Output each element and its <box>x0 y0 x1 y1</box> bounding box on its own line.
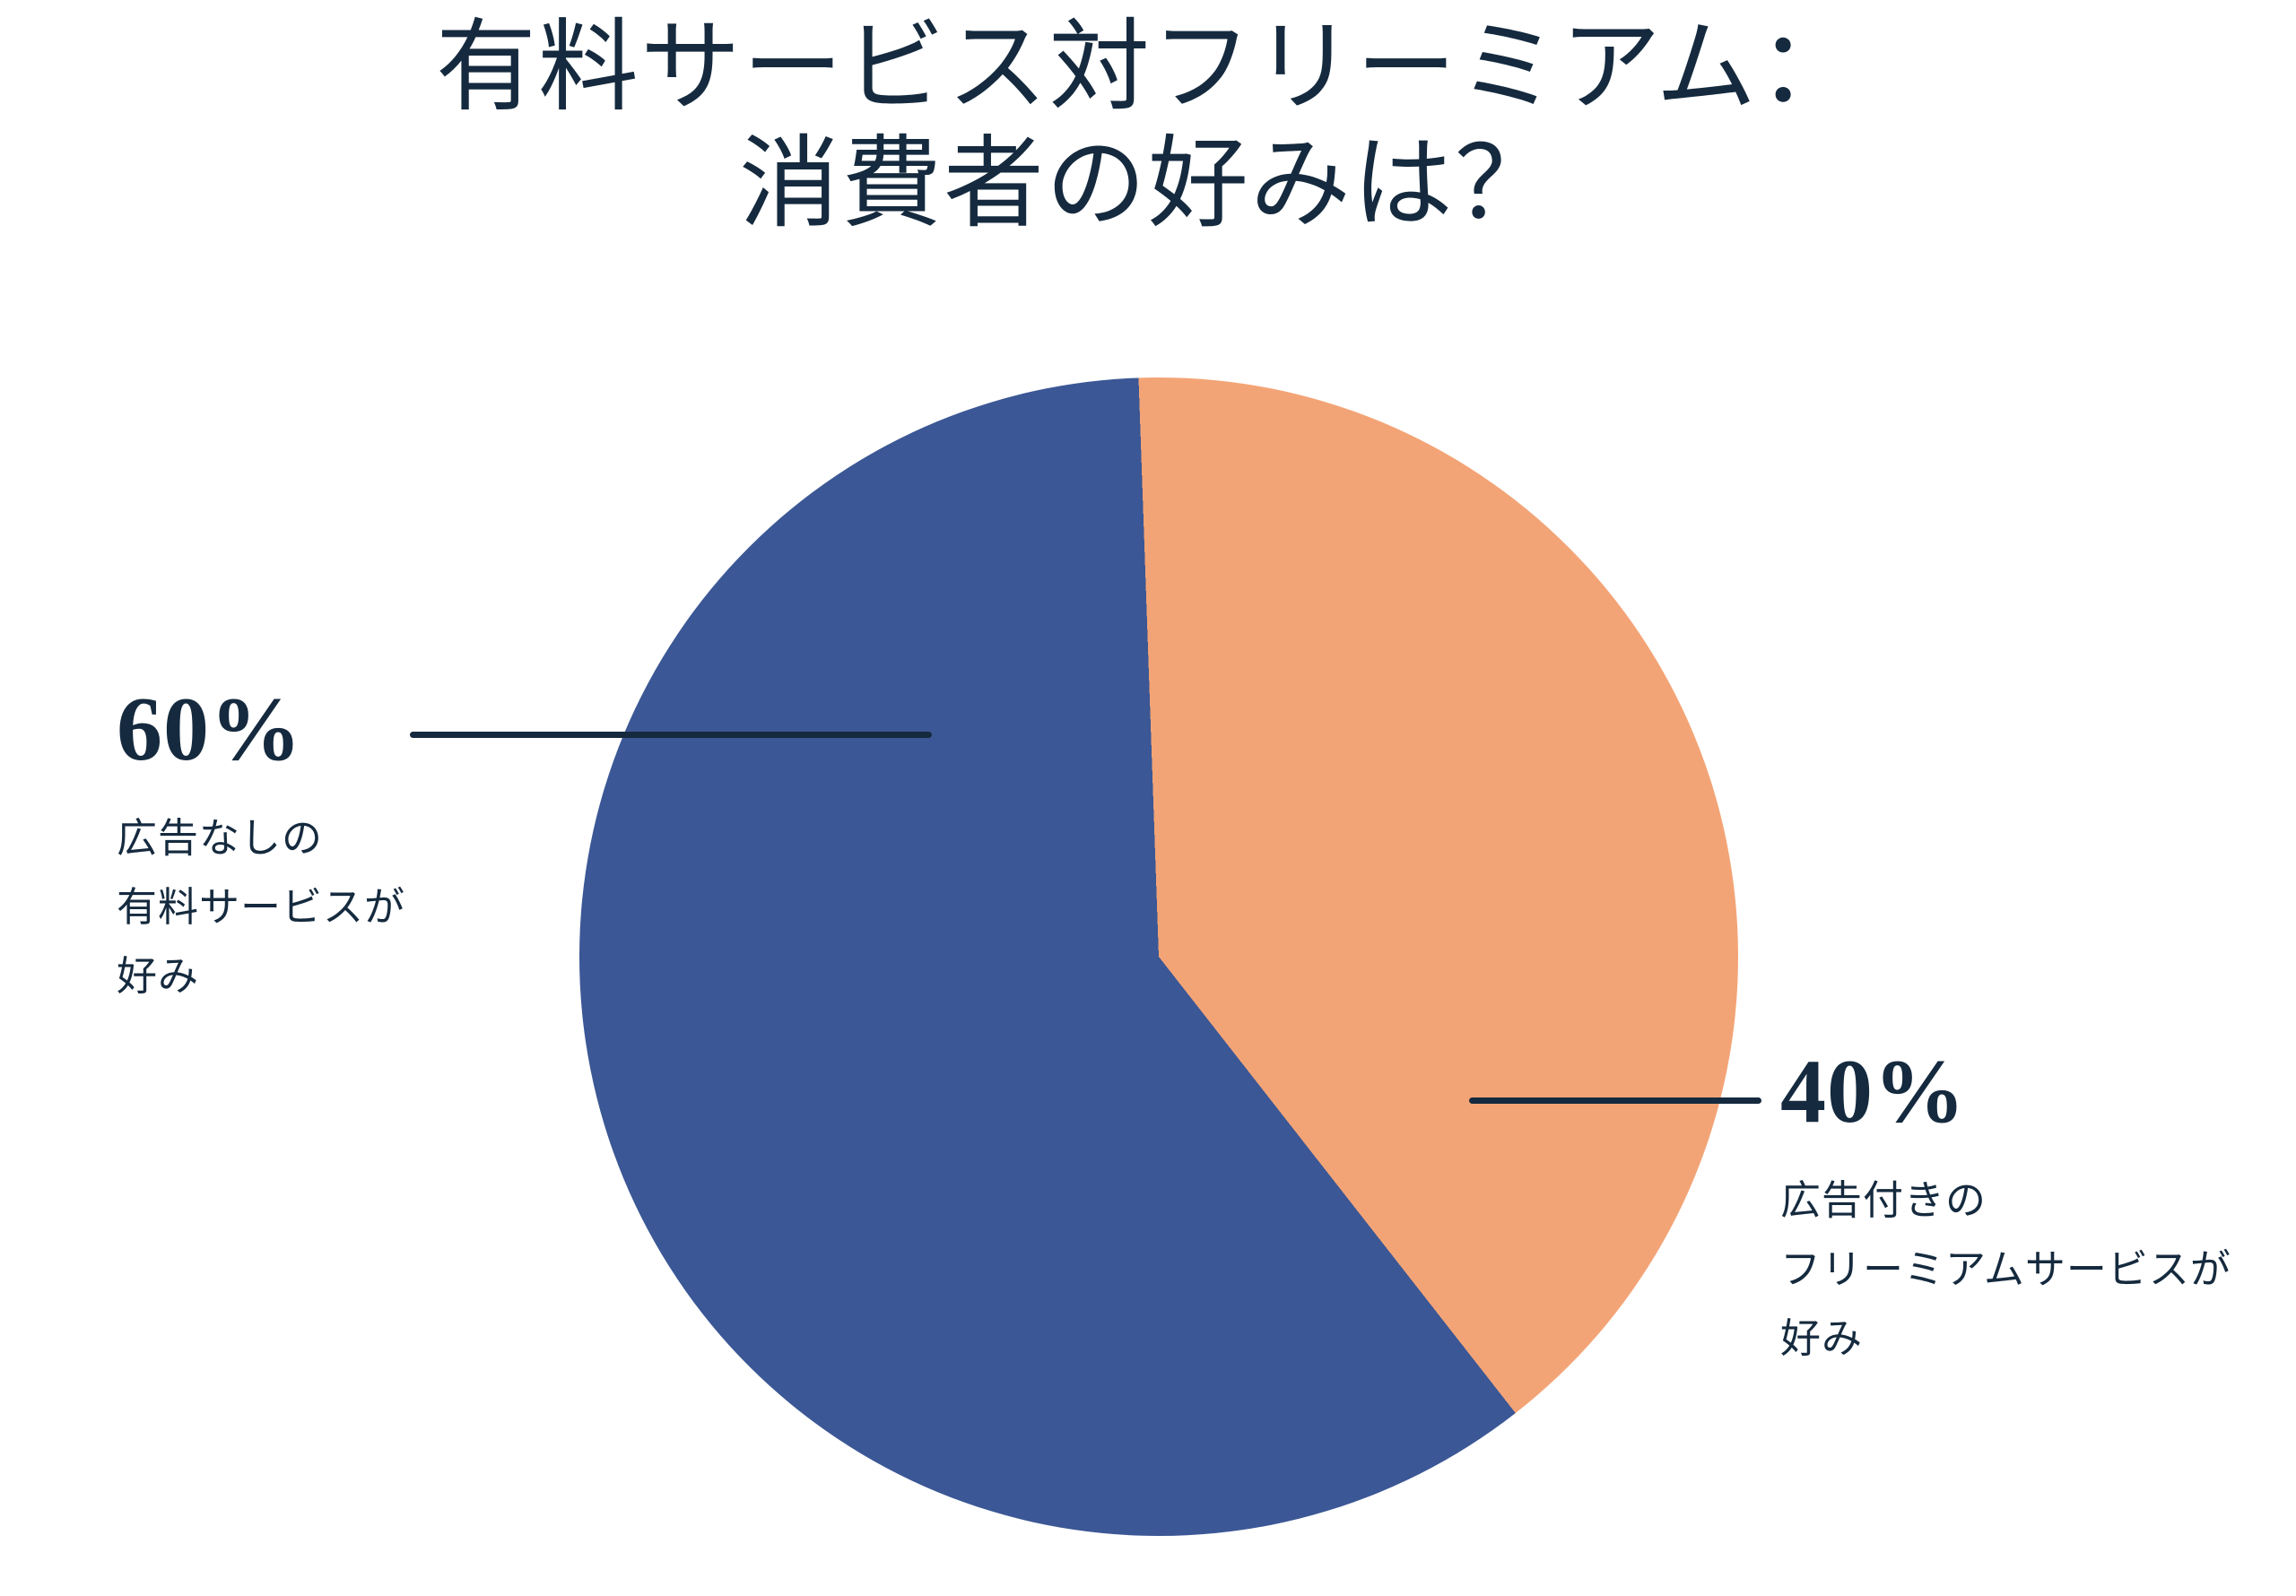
callout-60-percent: 60% 広告なしの 有料サービスが 好み <box>117 679 405 1011</box>
slice-label-40-line-3: 好み <box>1780 1314 1864 1363</box>
chart-title-line-2: 消費者の好みは？ <box>739 126 1557 242</box>
leader-line-40 <box>1469 1097 1761 1104</box>
pie-chart <box>579 377 1738 1536</box>
slice-label-40-line-2: フリーミアムサービスが <box>1780 1245 2231 1294</box>
chart-title: 有料サービス対フリーミアム： 消費者の好みは？ <box>0 9 2296 242</box>
slice-label-60: 広告なしの 有料サービスが 好み <box>117 803 405 1011</box>
callout-40-percent: 40% 広告付きの フリーミアムサービスが 好み <box>1780 1041 2231 1373</box>
chart-title-line-1: 有料サービス対フリーミアム： <box>435 9 1861 126</box>
slice-label-60-line-1: 広告なしの <box>117 814 324 863</box>
percent-value-40: 40% <box>1780 1041 1966 1142</box>
leader-line-60 <box>410 732 932 738</box>
slice-label-60-line-2: 有料サービスが <box>117 883 406 932</box>
percent-value-60: 60% <box>117 679 302 780</box>
slice-label-60-line-3: 好み <box>117 952 200 1001</box>
slice-label-40-line-1: 広告付きの <box>1780 1176 1987 1225</box>
slice-label-40: 広告付きの フリーミアムサービスが 好み <box>1780 1166 2231 1373</box>
